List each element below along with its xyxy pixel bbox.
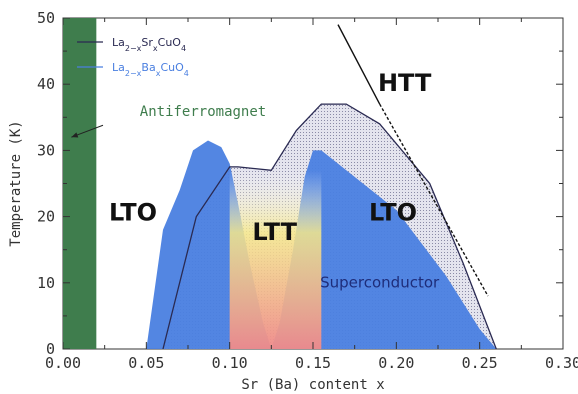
- y-tick-label: 40: [37, 75, 55, 93]
- y-axis-title: Temperature (K): [8, 120, 24, 246]
- x-tick-label: 0.05: [128, 354, 164, 372]
- legend-label-sr: La2−xSrxCuO4: [112, 36, 186, 53]
- y-tick-label: 50: [37, 9, 55, 27]
- text-layer: HTT LTO LTT LTO Superconductor Antiferromagne…: [71, 69, 440, 291]
- x-tick-label: 0.00: [45, 354, 81, 372]
- lto-left-label: LTO: [109, 198, 157, 226]
- y-tick-label: 10: [37, 274, 55, 292]
- antiferromagnet-label: Antiferromagnet: [140, 104, 266, 120]
- y-tick-label: 0: [46, 340, 55, 358]
- antiferromagnet-arrowhead: [71, 132, 79, 138]
- x-tick-label: 0.30: [545, 354, 578, 372]
- ltt-region: [229, 170, 322, 349]
- x-tick-label: 0.20: [378, 354, 414, 372]
- plot-layer: [63, 18, 497, 349]
- antiferromagnet-band: [63, 18, 97, 349]
- legend: La2−xSrxCuO4 La2−xBaxCuO4: [77, 36, 189, 78]
- axes-layer: 0.00 0.05 0.10 0.15 0.20 0.25 0.30 0 10 20 30 40 50 S…: [8, 9, 578, 393]
- sr-dome-line: [162, 103, 497, 349]
- x-tick-label: 0.10: [212, 354, 248, 372]
- y-tick-label: 30: [37, 141, 55, 159]
- x-tick-label: 0.15: [295, 354, 331, 372]
- y-tick-label: 20: [37, 208, 55, 226]
- x-tick-label: 0.25: [462, 354, 498, 372]
- x-axis-title: Sr (Ba) content x: [241, 377, 384, 393]
- htt-boundary-solid: [337, 24, 381, 105]
- htt-boundary-dashed: [379, 103, 489, 297]
- htt-label: HTT: [378, 69, 432, 97]
- superconductor-label: Superconductor: [320, 273, 440, 291]
- ltt-label: LTT: [252, 218, 297, 246]
- legend-label-ba: La2−xBaxCuO4: [112, 61, 189, 78]
- lto-right-label: LTO: [369, 198, 417, 226]
